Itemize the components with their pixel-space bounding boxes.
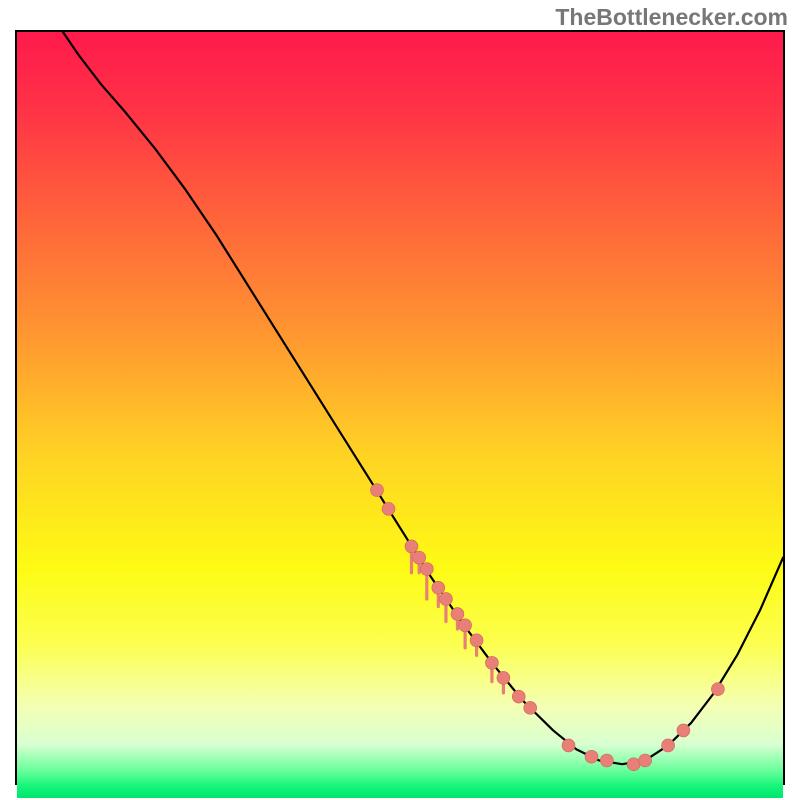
data-marker — [470, 634, 483, 647]
data-marker — [639, 754, 652, 767]
data-marker — [451, 608, 464, 621]
plot-area — [15, 30, 785, 785]
data-marker — [382, 502, 395, 515]
chart-container: TheBottlenecker.com — [0, 0, 800, 800]
data-marker — [432, 581, 445, 594]
data-marker — [497, 671, 510, 684]
data-marker — [371, 484, 384, 497]
data-marker — [459, 619, 472, 632]
data-curve — [63, 32, 783, 764]
data-marker — [512, 690, 525, 703]
data-marker — [627, 758, 640, 771]
data-marker — [562, 739, 575, 752]
data-marker — [439, 593, 452, 606]
data-marker — [413, 551, 426, 564]
data-marker — [662, 739, 675, 752]
data-marker — [600, 754, 613, 767]
data-marker — [405, 540, 418, 553]
curve-overlay — [17, 32, 783, 783]
data-marker — [485, 656, 498, 669]
data-marker — [585, 750, 598, 763]
data-marker — [711, 683, 724, 696]
data-marker — [524, 701, 537, 714]
data-marker — [420, 562, 433, 575]
data-marker — [677, 724, 690, 737]
watermark-text: TheBottlenecker.com — [555, 4, 788, 31]
markers-group — [371, 484, 725, 771]
